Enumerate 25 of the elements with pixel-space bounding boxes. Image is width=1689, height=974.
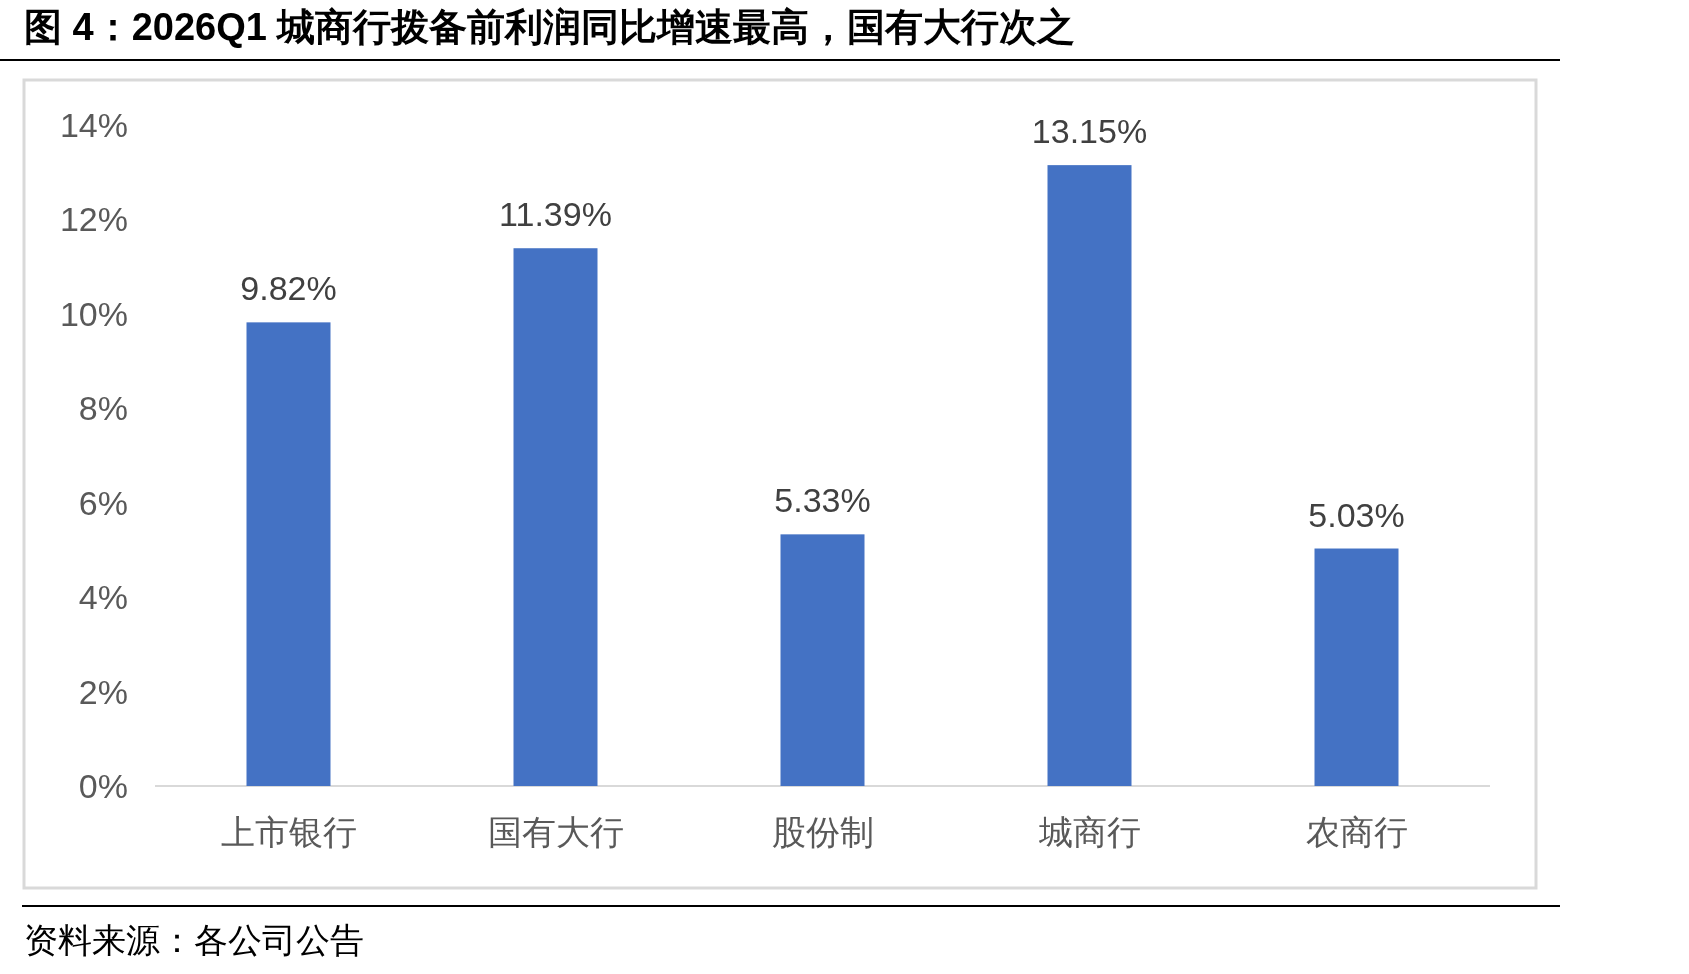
- y-tick-label: 4%: [78, 578, 128, 617]
- bar: [1047, 165, 1132, 786]
- data-label: 9.82%: [240, 269, 337, 308]
- data-label: 13.15%: [1031, 112, 1148, 151]
- x-tick-label: 上市银行: [220, 813, 357, 851]
- x-tick-label: 国有大行: [487, 813, 624, 851]
- bar: [1314, 548, 1399, 786]
- data-label: 5.03%: [1308, 495, 1405, 534]
- y-tick-label: 2%: [78, 672, 128, 711]
- x-tick-label: 城商行: [1037, 813, 1141, 851]
- data-label: 5.33%: [774, 481, 871, 520]
- data-label: 11.39%: [499, 195, 612, 234]
- y-tick-label: 14%: [59, 106, 128, 144]
- y-tick-label: 12%: [59, 200, 128, 239]
- y-tick-label: 0%: [78, 767, 128, 805]
- x-tick-label: 股份制: [771, 813, 874, 851]
- y-tick-label: 8%: [78, 389, 128, 428]
- bar: [780, 534, 865, 786]
- text: 资料来源：各公司公告: [24, 921, 364, 959]
- y-tick-label: 10%: [59, 294, 128, 333]
- x-tick-label: 农商行: [1305, 813, 1408, 851]
- chart-title: 图 4：2026Q1 城商行拨备前利润同比增速最高，国有大行次之: [24, 6, 1076, 48]
- y-tick-label: 6%: [78, 483, 128, 522]
- bar: [513, 248, 598, 786]
- bar: [246, 322, 331, 786]
